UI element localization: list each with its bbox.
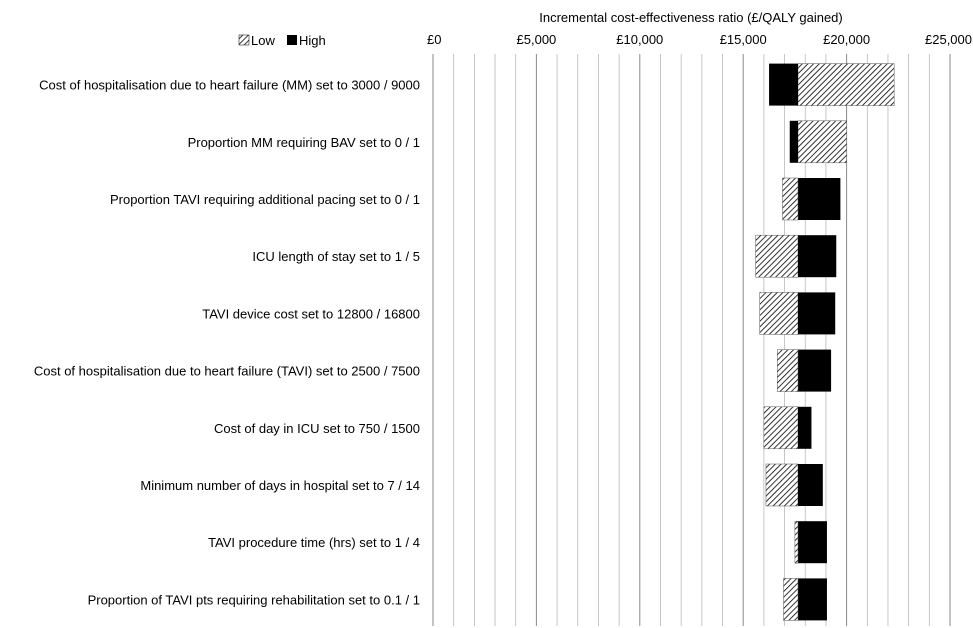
bar-low — [755, 234, 799, 278]
bar-high — [769, 63, 799, 106]
category-label: Proportion TAVI requiring additional pac… — [110, 192, 420, 207]
x-tick-label: £5,000 — [517, 32, 557, 47]
bar-high — [798, 521, 827, 564]
bar-low — [763, 406, 799, 450]
category-label: Proportion MM requiring BAV set to 0 / 1 — [188, 135, 420, 150]
legend: Low High — [238, 33, 326, 48]
bar-high — [789, 120, 799, 163]
bar-high — [798, 464, 823, 506]
legend-high-label: High — [299, 33, 326, 48]
category-label: Cost of hospitalisation due to heart fai… — [39, 78, 420, 93]
bar-low — [783, 578, 799, 621]
x-tick-label: £15,000 — [720, 32, 767, 47]
bar-high — [798, 235, 837, 278]
legend-low-label: Low — [251, 33, 275, 48]
category-label: Minimum number of days in hospital set t… — [140, 478, 420, 493]
x-tick-label: £10,000 — [616, 32, 663, 47]
category-labels: Cost of hospitalisation due to heart fai… — [34, 78, 420, 608]
bar-low — [777, 349, 799, 392]
bar-low — [797, 120, 847, 164]
x-tick-label: £0 — [427, 32, 441, 47]
bar-low — [759, 292, 799, 335]
gridlines — [432, 54, 951, 626]
category-label: Cost of hospitalisation due to heart fai… — [34, 364, 420, 379]
bar-low — [797, 63, 895, 106]
legend-low-swatch — [238, 34, 250, 46]
bar-low — [765, 463, 799, 507]
category-label: Cost of day in ICU set to 750 / 1500 — [214, 421, 420, 436]
category-label: ICU length of stay set to 1 / 5 — [252, 249, 420, 264]
category-label: Proportion of TAVI pts requiring rehabil… — [88, 592, 420, 607]
legend-high-swatch — [287, 35, 297, 45]
category-label: TAVI device cost set to 12800 / 16800 — [202, 306, 420, 321]
x-axis-title: Incremental cost-effectiveness ratio (£/… — [539, 10, 843, 25]
bar-high — [798, 292, 836, 335]
bar-high — [798, 349, 832, 392]
bar-low — [782, 177, 799, 221]
x-tick-label: £25,000 — [925, 32, 972, 47]
bar-high — [798, 178, 841, 220]
x-tick-label: £20,000 — [823, 32, 870, 47]
bars — [755, 63, 895, 621]
bar-low — [794, 520, 799, 564]
x-tick-labels: £0 £5,000 £10,000 £15,000 £20,000 £25,000 — [427, 32, 972, 47]
category-label: TAVI procedure time (hrs) set to 1 / 4 — [208, 535, 420, 550]
bar-high — [798, 578, 827, 621]
bar-high — [798, 406, 812, 449]
